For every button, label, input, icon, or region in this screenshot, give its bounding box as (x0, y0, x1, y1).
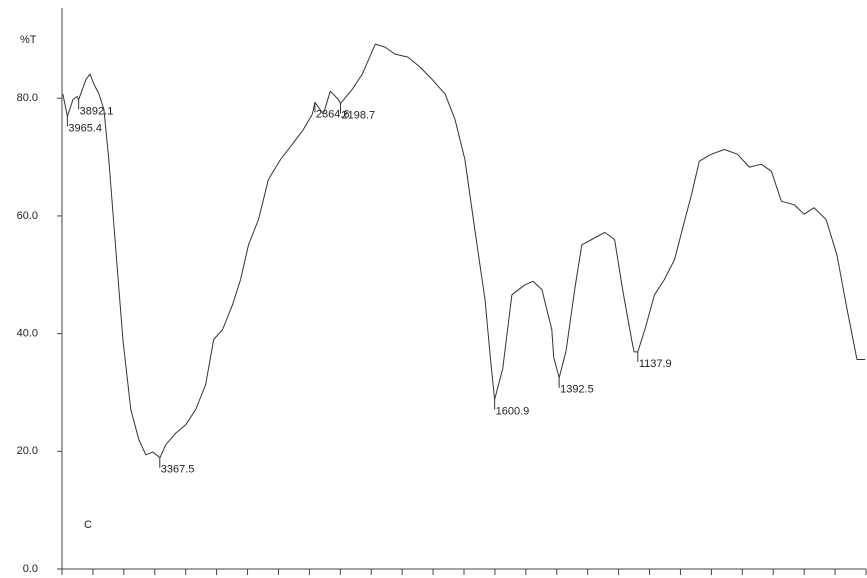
y-tick-label: 20.0 (17, 445, 38, 457)
panel-label: C (84, 519, 92, 531)
y-axis-label: %T (20, 34, 37, 46)
spectrum-line (62, 43, 866, 459)
peak-label: 2364.6 (316, 108, 350, 120)
y-tick-label: 80.0 (17, 92, 38, 104)
y-tick-label: 60.0 (17, 210, 38, 222)
peak-label: 1392.5 (560, 384, 594, 396)
y-tick-label: 0.0 (23, 563, 38, 575)
peak-label: 1600.9 (496, 405, 530, 417)
peak-label: 1137.9 (639, 358, 672, 370)
peak-label: 3892.1 (80, 105, 114, 117)
y-tick-label: 40.0 (17, 328, 38, 340)
peak-label: 2198.7 (342, 109, 376, 121)
peak-label: 3965.4 (68, 122, 102, 134)
peak-label: 3367.5 (161, 464, 195, 476)
